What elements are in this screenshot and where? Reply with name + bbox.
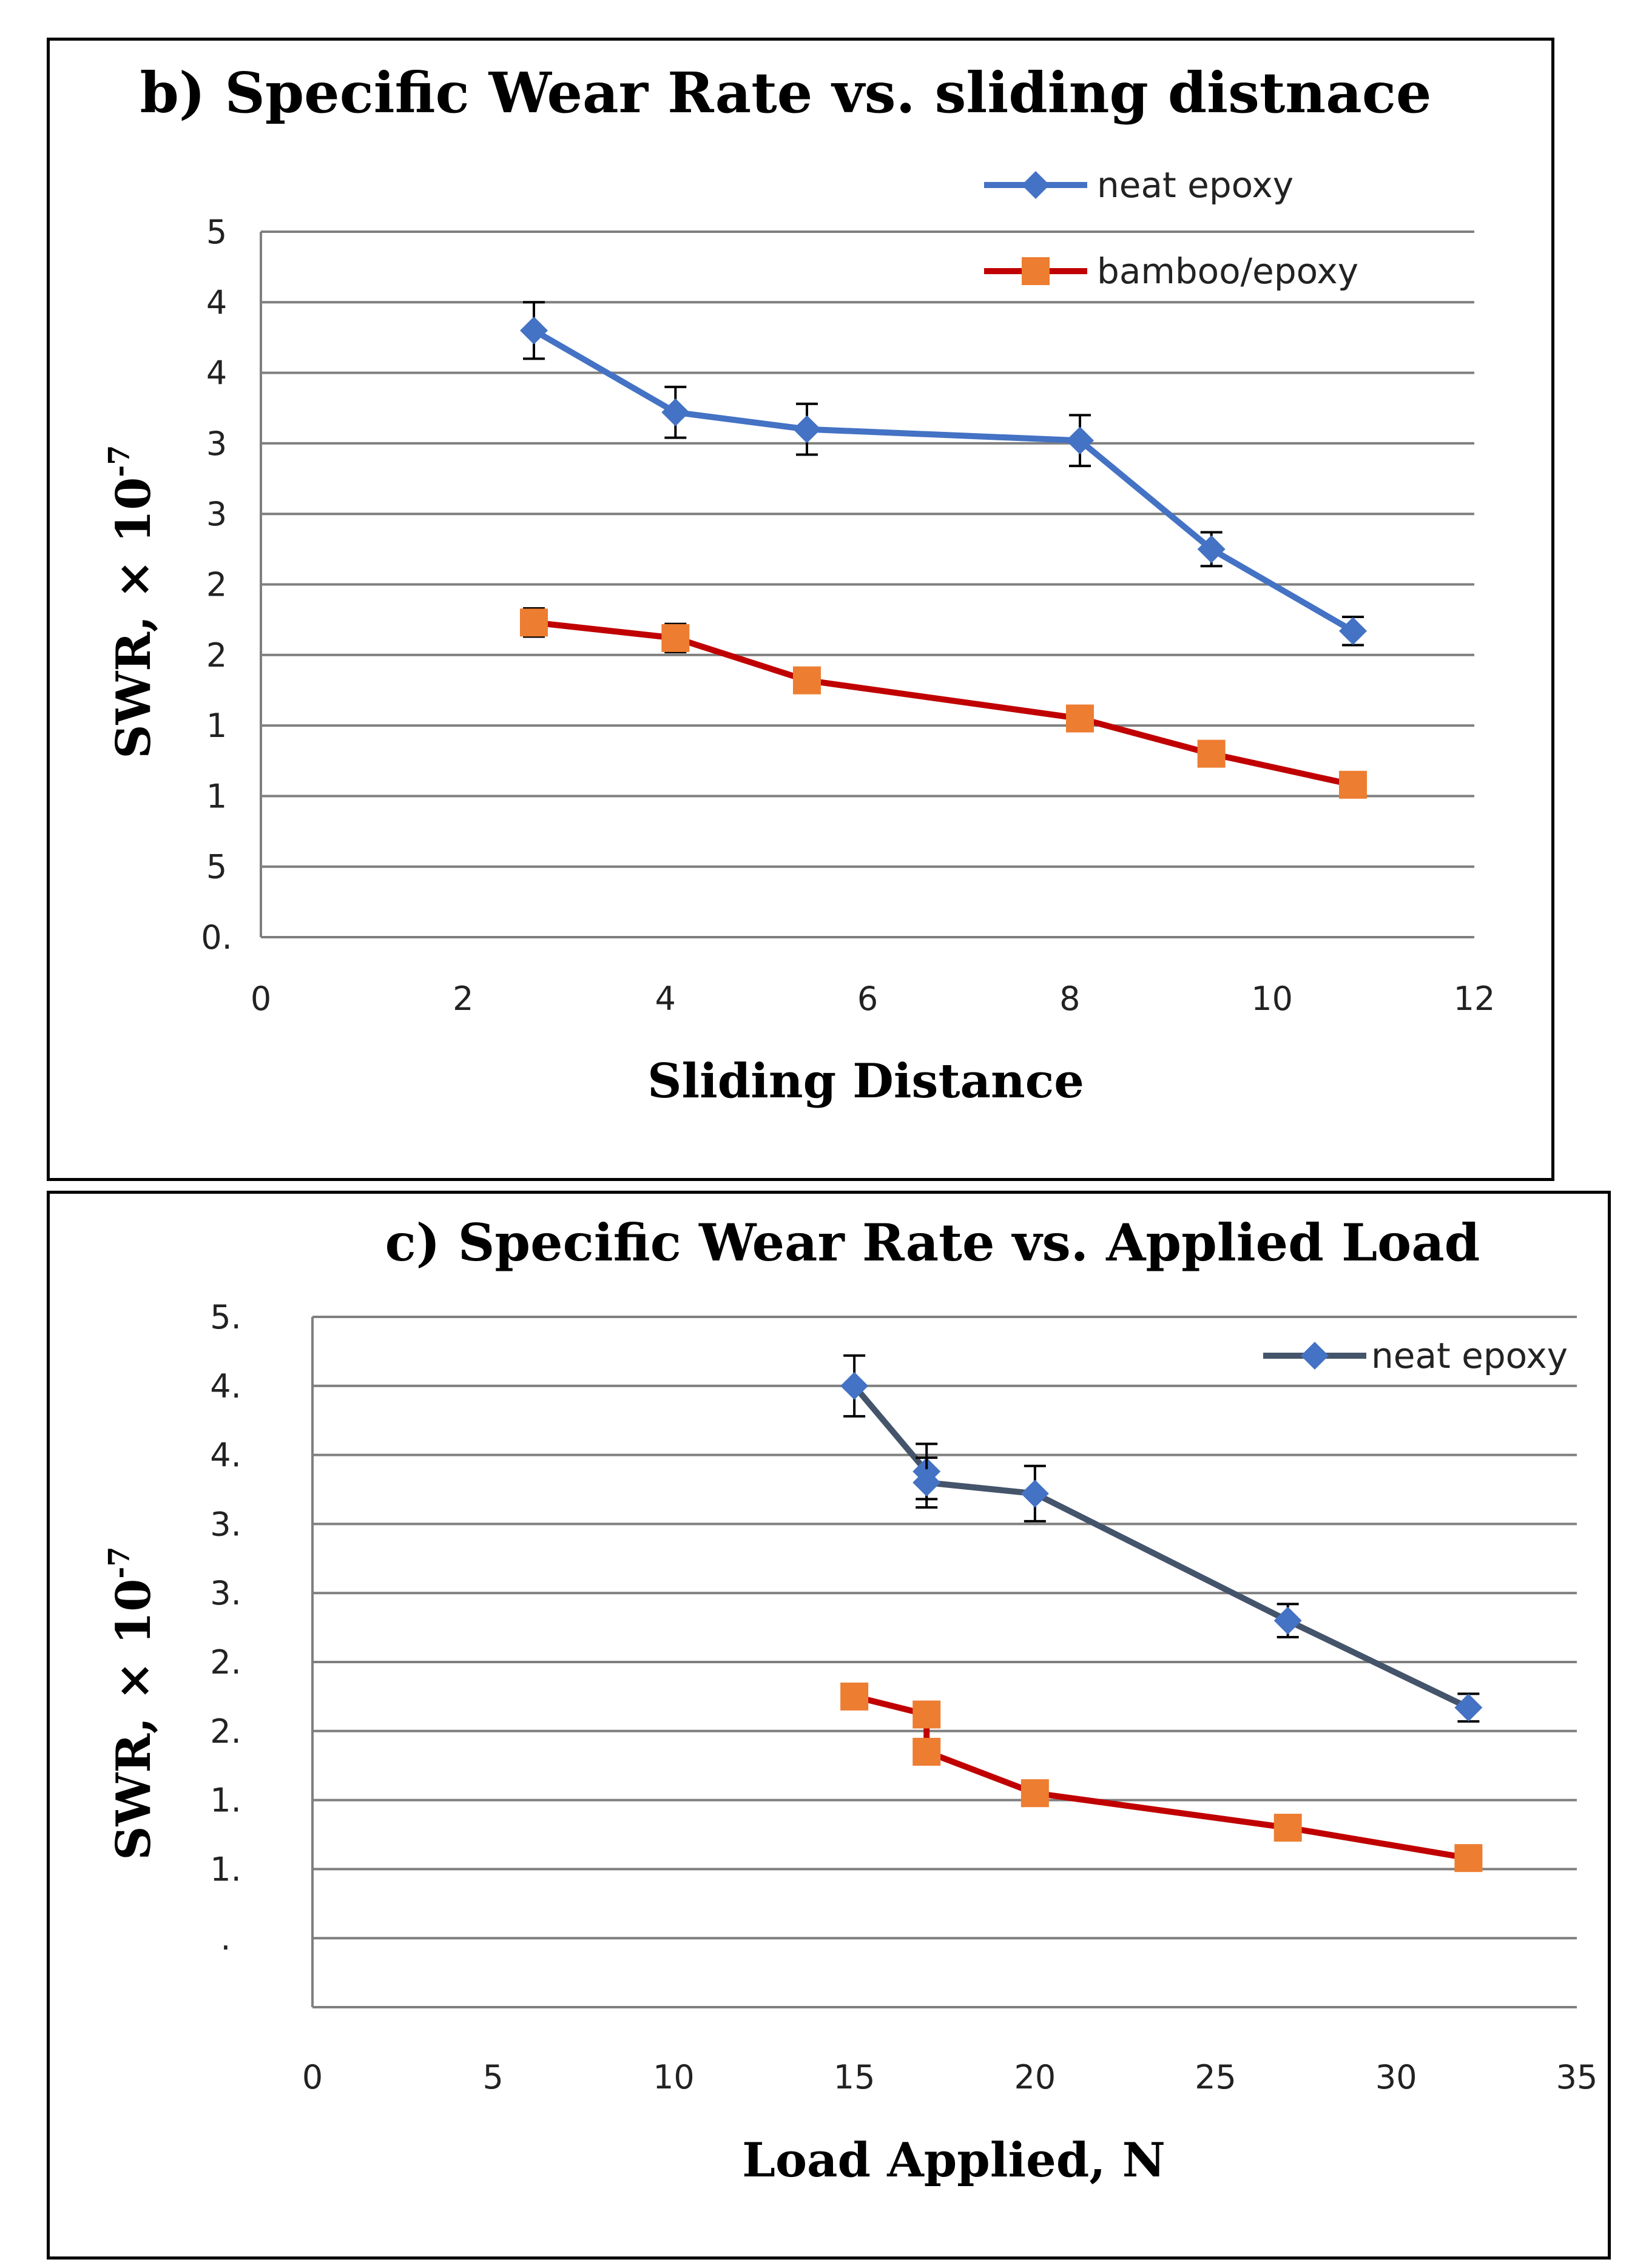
data-point-marker (793, 666, 821, 695)
y-tick-label: . (220, 1919, 231, 1957)
chart-b-svg: b) Specific Wear Rate vs. sliding distna… (103, 60, 1496, 1109)
data-point-marker (1454, 1694, 1483, 1722)
data-point-marker (661, 398, 690, 426)
y-tick-label: 3 (206, 495, 227, 533)
y-tick-label: 3. (210, 1574, 241, 1612)
y-axis-title: SWR, × 10-7 (103, 445, 161, 758)
x-tick-label: 10 (653, 2058, 695, 2096)
x-tick-label: 20 (1014, 2058, 1056, 2096)
x-tick-label: 10 (1251, 980, 1293, 1018)
y-tick-label: 5. (210, 1298, 241, 1336)
data-point-marker (661, 624, 690, 652)
x-axis-title: Sliding Distance (647, 1054, 1084, 1109)
chart-panel-b: b) Specific Wear Rate vs. sliding distna… (47, 38, 1554, 1181)
data-point-marker (1339, 770, 1367, 799)
data-point-marker (912, 1700, 941, 1729)
y-tick-label: 1. (210, 1782, 241, 1820)
data-point-marker (1273, 1606, 1302, 1635)
data-point-marker (1066, 704, 1094, 733)
y-axis-title-text: SWR, × 10 (106, 1579, 161, 1860)
chart-panel-c: c) Specific Wear Rate vs. Applied Load. 1… (47, 1191, 1611, 2260)
x-tick-label: 25 (1195, 2058, 1236, 2096)
data-point-marker (912, 1737, 941, 1766)
data-point-marker (912, 1469, 941, 1497)
y-tick-label: 4. (210, 1436, 241, 1475)
chart-title: c) Specific Wear Rate vs. Applied Load (385, 1213, 1480, 1273)
legend-marker (1301, 1342, 1329, 1370)
x-tick-label: 4 (655, 980, 675, 1018)
x-axis-title: Load Applied, N (742, 2133, 1165, 2188)
x-tick-label: 0 (251, 980, 271, 1018)
legend-label: neat epoxy (1097, 164, 1294, 206)
x-tick-label: 30 (1375, 2058, 1417, 2096)
x-tick-label: 12 (1454, 980, 1496, 1018)
y-tick-label: 2 (206, 636, 227, 675)
legend-marker (1022, 171, 1050, 199)
legend-label: neat epoxy (1371, 1335, 1568, 1376)
data-point-marker (840, 1371, 869, 1400)
y-tick-label: 5 (206, 213, 227, 251)
x-tick-label: 5 (483, 2058, 504, 2096)
y-tick-label: 2. (210, 1712, 241, 1751)
x-tick-label: 35 (1556, 2058, 1598, 2096)
data-point-marker (1197, 739, 1226, 768)
y-axis-title-exponent: -7 (103, 1546, 137, 1578)
y-tick-label: 4. (210, 1367, 241, 1405)
x-tick-label: 0 (302, 2058, 323, 2096)
data-point-marker (793, 415, 821, 443)
x-tick-label: 6 (857, 980, 878, 1018)
data-point-marker (1454, 1844, 1483, 1873)
y-tick-label: 4 (206, 354, 227, 392)
y-tick-label: 1 (206, 707, 227, 745)
y-tick-label: 1 (206, 777, 227, 815)
y-axis-title-text: SWR, × 10 (106, 477, 161, 759)
y-tick-label: 5 (206, 848, 227, 886)
y-tick-label: 0. (201, 918, 232, 957)
data-point-marker (520, 608, 548, 637)
data-point-marker (1020, 1479, 1049, 1508)
y-tick-label: 1. (210, 1850, 241, 1888)
series-line-1 (853, 1694, 1469, 1862)
y-tick-label: 4 (206, 283, 227, 321)
y-tick-label: 3 (206, 425, 227, 463)
legend-marker (1022, 257, 1050, 285)
data-point-marker (1273, 1814, 1302, 1842)
data-point-marker (1197, 535, 1226, 564)
x-tick-label: 15 (834, 2058, 875, 2096)
legend-label: bamboo/epoxy (1097, 251, 1358, 292)
series-line-1 (533, 619, 1354, 788)
chart-title: b) Specific Wear Rate vs. sliding distna… (140, 60, 1432, 126)
y-tick-label: 2. (210, 1643, 241, 1681)
x-tick-label: 2 (453, 980, 473, 1018)
chart-c-svg: c) Specific Wear Rate vs. Applied Load. 1… (103, 1213, 1598, 2188)
x-tick-label: 8 (1059, 980, 1080, 1018)
data-point-marker (840, 1682, 869, 1711)
y-tick-label: 3. (210, 1505, 241, 1543)
y-axis-title: SWR, × 10-7 (103, 1546, 161, 1860)
data-point-marker (1066, 426, 1094, 455)
y-tick-label: 2 (206, 566, 227, 604)
data-point-marker (1020, 1779, 1049, 1808)
data-point-marker (520, 316, 548, 345)
y-axis-title-exponent: -7 (103, 445, 137, 477)
data-point-marker (1339, 617, 1367, 645)
series-line-0 (532, 328, 1355, 634)
series-line-0 (852, 1384, 1470, 1711)
